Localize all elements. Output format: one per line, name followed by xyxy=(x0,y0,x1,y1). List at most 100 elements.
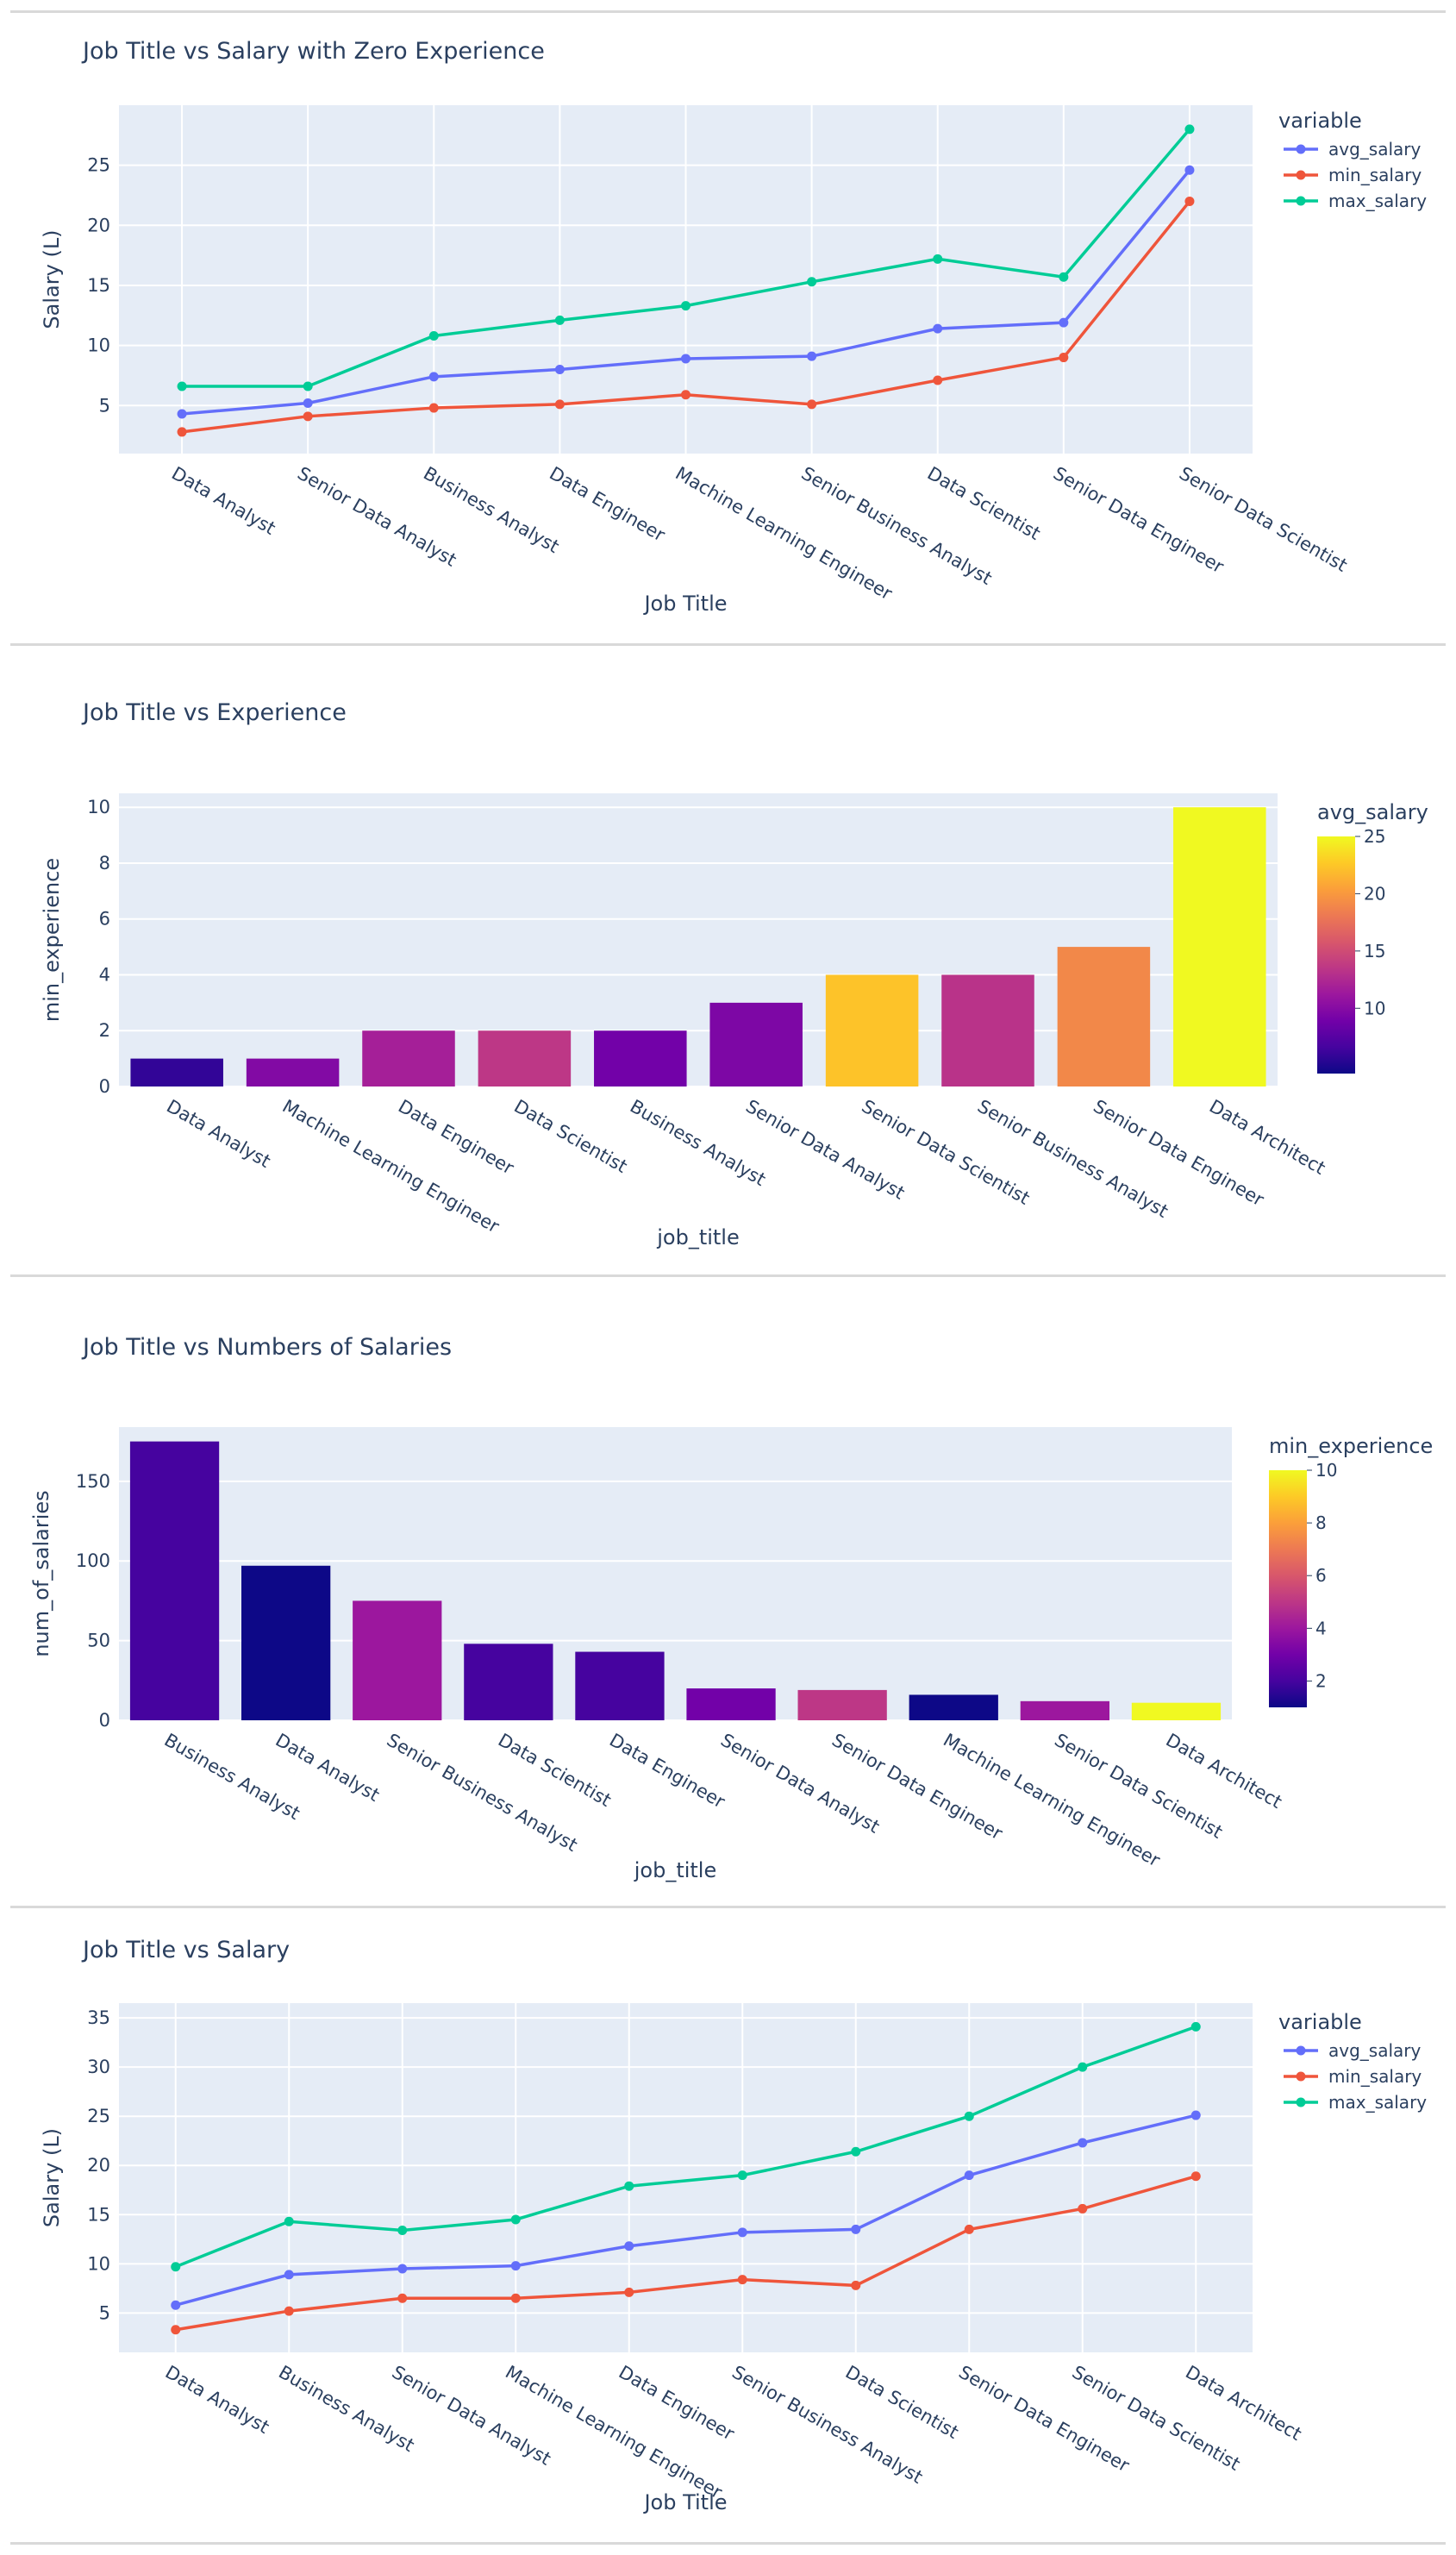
chart-divider-3 xyxy=(10,1906,1446,1908)
data-point-min_salary xyxy=(1190,2171,1201,2182)
data-point-max_salary xyxy=(1184,124,1195,135)
legend-label: min_salary xyxy=(1328,2066,1422,2087)
colorbar-tick-label: 4 xyxy=(1315,1618,1327,1638)
data-point-avg_salary xyxy=(1078,2138,1088,2148)
y-tick-label: 6 xyxy=(99,909,110,930)
y-axis-title: num_of_salaries xyxy=(29,1490,53,1656)
data-point-max_salary xyxy=(171,2262,181,2272)
bottom-divider xyxy=(10,2542,1446,2545)
data-point-min_salary xyxy=(510,2293,521,2303)
colorbar-tick-label: 20 xyxy=(1364,883,1385,904)
colorbar-tick-label: 2 xyxy=(1315,1670,1327,1691)
data-point-avg_salary xyxy=(624,2241,634,2251)
colorbar-tick-label: 15 xyxy=(1364,941,1385,961)
legend-marker xyxy=(1296,2045,1306,2056)
y-tick-label: 35 xyxy=(87,2007,110,2028)
y-tick-label: 25 xyxy=(87,2106,110,2126)
data-point-avg_salary xyxy=(177,409,187,419)
data-point-avg_salary xyxy=(681,354,691,364)
y-tick-label: 25 xyxy=(87,155,110,176)
colorbar-tick-label: 8 xyxy=(1315,1512,1327,1533)
legend-marker xyxy=(1296,2097,1306,2107)
data-point-avg_salary xyxy=(171,2300,181,2310)
x-tick-label: Senior Business Analyst xyxy=(728,2362,926,2488)
y-tick-label: 5 xyxy=(99,2302,110,2323)
data-point-max_salary xyxy=(177,381,187,391)
legend-marker xyxy=(1296,144,1306,154)
data-point-avg_salary xyxy=(1059,317,1069,328)
colorbar-tick-label: 10 xyxy=(1315,1460,1337,1481)
data-point-max_salary xyxy=(510,2214,521,2225)
data-point-avg_salary xyxy=(428,372,439,382)
bar xyxy=(1131,1702,1222,1720)
data-point-max_salary xyxy=(397,2226,408,2236)
data-point-min_salary xyxy=(177,427,187,437)
data-point-min_salary xyxy=(1184,196,1195,206)
bar xyxy=(478,1030,572,1087)
data-point-min_salary xyxy=(1078,2203,1088,2214)
colorbar xyxy=(1317,836,1355,1074)
colorbar-tick-label: 6 xyxy=(1315,1565,1327,1586)
data-point-max_salary xyxy=(851,2146,861,2157)
chart-title: Job Title vs Salary with Zero Experience xyxy=(81,38,545,65)
chart-title: Job Title vs Salary xyxy=(81,1937,290,1963)
y-tick-label: 10 xyxy=(87,335,110,356)
data-point-min_salary xyxy=(171,2325,181,2335)
data-point-max_salary xyxy=(624,2181,634,2191)
y-tick-label: 15 xyxy=(87,275,110,296)
data-point-avg_salary xyxy=(807,351,817,361)
legend-label: max_salary xyxy=(1328,2092,1427,2113)
data-point-min_salary xyxy=(284,2306,294,2316)
bar xyxy=(575,1651,665,1720)
bar xyxy=(129,1441,220,1720)
data-point-max_salary xyxy=(1059,272,1069,282)
data-point-max_salary xyxy=(1078,2062,1088,2072)
series-line-avg_salary xyxy=(175,2114,1197,2307)
data-point-max_salary xyxy=(428,330,439,341)
y-tick-label: 20 xyxy=(87,2155,110,2176)
bar xyxy=(686,1688,776,1720)
data-point-min_salary xyxy=(1059,353,1069,363)
data-point-min_salary xyxy=(933,375,943,385)
y-tick-label: 30 xyxy=(87,2057,110,2077)
bar xyxy=(1020,1700,1109,1720)
y-tick-label: 5 xyxy=(99,395,110,416)
data-point-avg_salary xyxy=(851,2224,861,2234)
legend-marker xyxy=(1296,170,1306,180)
legend-label: avg_salary xyxy=(1328,139,1421,160)
data-point-avg_salary xyxy=(964,2170,974,2181)
legend-title: variable xyxy=(1278,2010,1362,2034)
data-point-avg_salary xyxy=(737,2227,747,2238)
y-axis-title: Salary (L) xyxy=(40,229,64,329)
y-tick-label: 0 xyxy=(99,1076,110,1097)
legend-marker xyxy=(1296,196,1306,206)
bar xyxy=(825,974,919,1087)
bar xyxy=(241,1565,331,1720)
data-point-max_salary xyxy=(284,2216,294,2226)
data-point-avg_salary xyxy=(284,2270,294,2280)
legend-title: variable xyxy=(1278,109,1362,133)
y-tick-label: 10 xyxy=(87,797,110,817)
chart-title: Job Title vs Experience xyxy=(81,699,347,726)
bar xyxy=(941,974,1034,1087)
data-point-min_salary xyxy=(807,399,817,410)
bar xyxy=(464,1644,553,1720)
data-point-min_salary xyxy=(624,2287,634,2297)
data-point-avg_salary xyxy=(933,323,943,334)
data-point-min_salary xyxy=(681,390,691,400)
y-tick-label: 8 xyxy=(99,853,110,874)
y-tick-label: 2 xyxy=(99,1020,110,1041)
x-axis-title: job_title xyxy=(656,1225,740,1249)
chart-title: Job Title vs Numbers of Salaries xyxy=(81,1334,452,1361)
data-point-avg_salary xyxy=(554,364,565,374)
bar xyxy=(594,1030,687,1087)
data-point-min_salary xyxy=(428,403,439,413)
data-point-avg_salary xyxy=(1184,165,1195,175)
data-point-min_salary xyxy=(397,2293,408,2303)
data-point-avg_salary xyxy=(397,2264,408,2274)
colorbar-title: avg_salary xyxy=(1317,800,1428,824)
chart-divider-2 xyxy=(10,1274,1446,1277)
data-point-max_salary xyxy=(554,315,565,325)
